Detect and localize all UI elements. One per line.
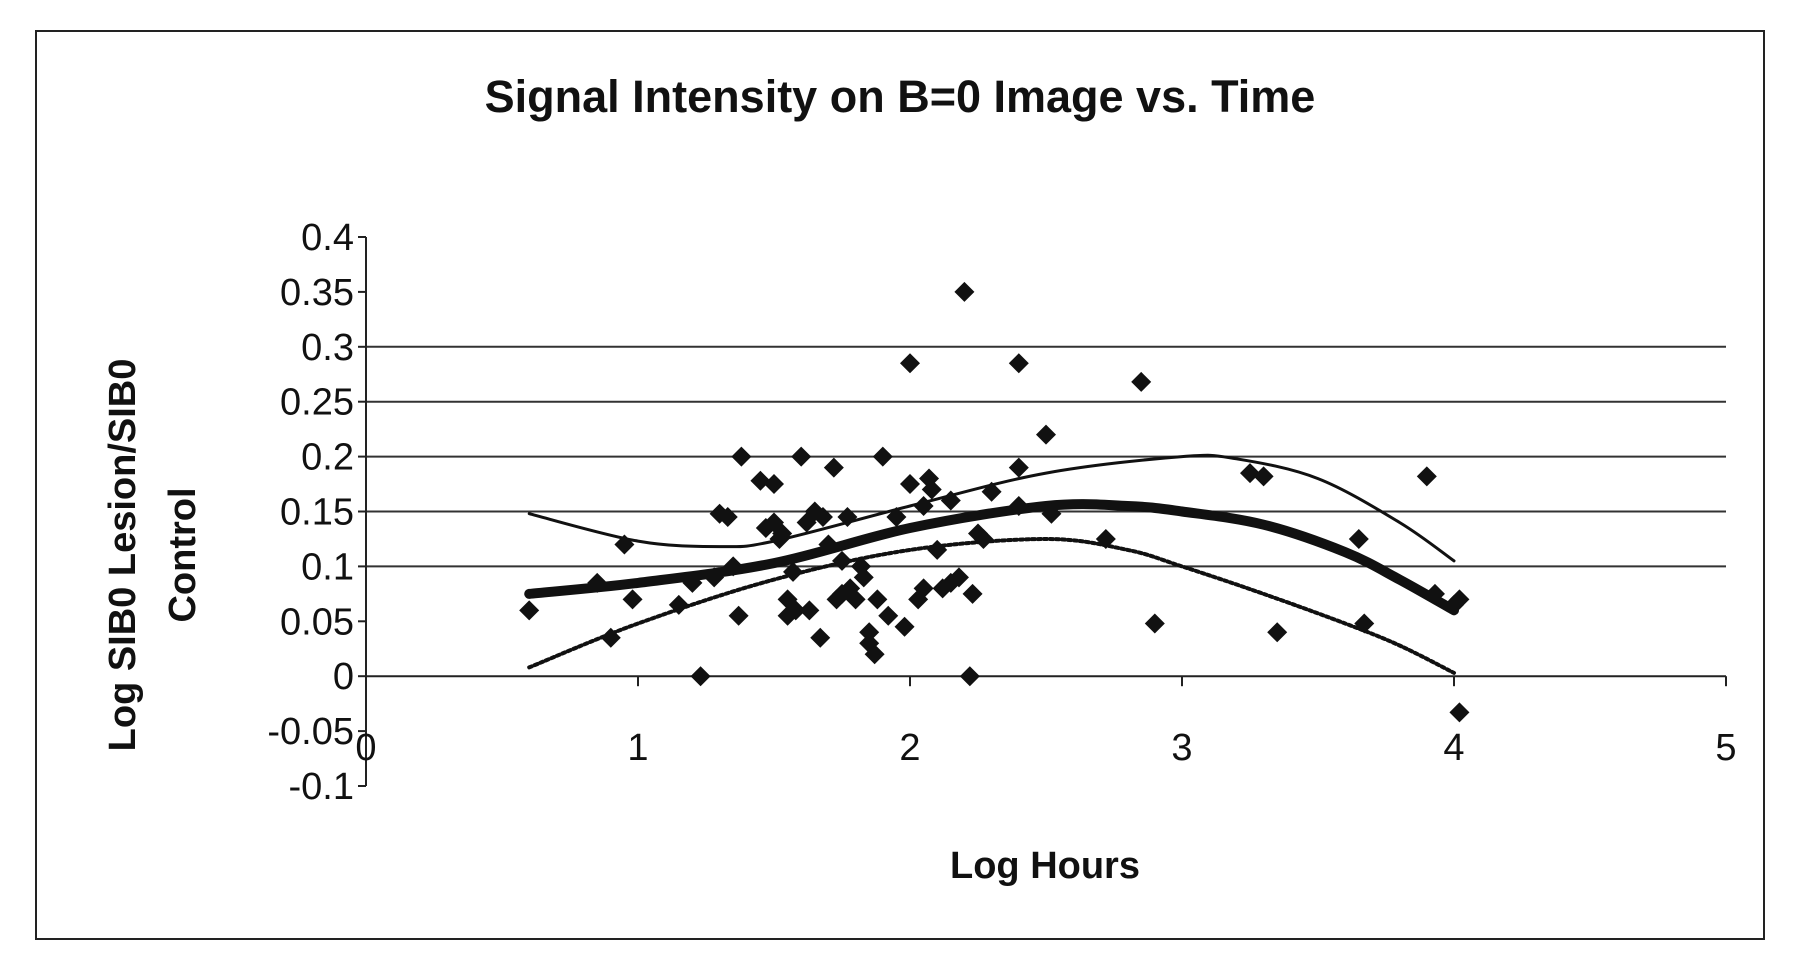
data-point [864, 644, 885, 665]
data-point [587, 572, 608, 593]
data-point [783, 561, 804, 582]
x-axis-ticks: 0 1 2 3 4 5 [355, 676, 1737, 769]
data-point [1354, 613, 1375, 634]
data-point [954, 281, 975, 302]
trend-line-fit [524, 499, 1459, 616]
data-point [1416, 466, 1437, 487]
data-point [600, 627, 621, 648]
gridlines [366, 345, 1726, 568]
y-axis-ticks: 0.4 0.35 0.3 0.25 0.2 0.15 0.1 0.05 0 -0.05 -0.1 [267, 217, 366, 808]
data-point [832, 550, 852, 571]
y-tick-label: 0.35 [280, 272, 354, 314]
data-point [1240, 463, 1260, 484]
data-point [791, 446, 812, 467]
x-tick-label: 1 [627, 727, 648, 769]
data-point [682, 572, 703, 593]
data-point [810, 627, 831, 648]
data-point [622, 589, 643, 610]
data-point [1144, 613, 1165, 634]
data-point [1424, 583, 1445, 604]
data-point [785, 600, 806, 621]
data-point [690, 666, 711, 687]
chart-title: Signal Intensity on B=0 Image vs. Time [485, 71, 1316, 122]
data-point [1449, 589, 1470, 610]
data-point [981, 481, 1002, 502]
trend-lines [524, 453, 1459, 675]
chart-frame [35, 30, 1765, 940]
data-point [1449, 702, 1470, 723]
data-point [900, 474, 920, 495]
x-tick-label: 0 [355, 727, 376, 769]
data-point [1008, 353, 1029, 374]
trend-line-lower [527, 536, 1456, 675]
data-point [1348, 528, 1369, 549]
data-point [872, 446, 893, 467]
x-tick-label: 4 [1443, 727, 1464, 769]
y-tick-label: 0.4 [301, 217, 354, 259]
y-axis-title-group: Log SIB0 Lesion/SIB0 Control [102, 359, 204, 752]
y-tick-label: 0.1 [301, 546, 354, 588]
x-tick-label: 3 [1171, 727, 1192, 769]
x-tick-label: 5 [1715, 727, 1736, 769]
y-tick-label: 0.05 [280, 601, 354, 643]
data-point [704, 567, 725, 588]
data-point [973, 528, 994, 549]
x-tick-label: 2 [899, 727, 920, 769]
data-point [823, 457, 844, 478]
data-point [1267, 622, 1288, 643]
y-tick-label: 0 [333, 656, 354, 698]
data-point [1253, 466, 1274, 487]
data-point [845, 589, 866, 610]
trend-line-upper [527, 453, 1456, 563]
data-point [913, 578, 934, 599]
y-tick-label: 0.3 [301, 327, 354, 369]
y-tick-label: 0.15 [280, 492, 354, 534]
data-point [519, 600, 540, 621]
y-tick-label: 0.25 [280, 382, 354, 424]
data-point [948, 567, 969, 588]
y-tick-label: -0.05 [267, 711, 354, 753]
y-axis-title-line-2: Control [162, 487, 204, 622]
x-axis-title: Log Hours [950, 845, 1140, 887]
data-point [668, 594, 689, 615]
data-point [837, 506, 858, 527]
scatter-points [519, 281, 1470, 723]
data-point [764, 474, 784, 495]
y-tick-label: 0.2 [301, 437, 354, 479]
data-point [614, 534, 635, 555]
data-point [853, 567, 874, 588]
data-point [962, 583, 983, 604]
data-point [927, 539, 948, 560]
data-point [1095, 528, 1116, 549]
data-point [859, 622, 880, 643]
data-point [940, 490, 961, 511]
data-point [812, 506, 833, 527]
data-point [717, 506, 738, 527]
data-point [818, 534, 839, 555]
data-point [900, 353, 920, 374]
data-point [750, 470, 771, 491]
data-point [878, 605, 899, 626]
data-point [921, 479, 942, 500]
data-point [1008, 496, 1029, 517]
y-tick-label: -0.1 [289, 766, 354, 808]
data-point [1008, 457, 1029, 478]
data-point [913, 496, 934, 517]
data-point [772, 523, 793, 544]
data-point [886, 506, 907, 527]
data-point [723, 556, 744, 577]
data-point [1041, 503, 1062, 524]
data-point [799, 600, 820, 621]
data-point [959, 666, 980, 687]
y-axis-title-line-1: Log SIB0 Lesion/SIB0 [102, 359, 144, 752]
data-point [1131, 371, 1152, 392]
data-point [867, 589, 888, 610]
data-point [731, 446, 752, 467]
data-point [894, 616, 915, 637]
data-point [728, 605, 749, 626]
data-point [1036, 424, 1056, 445]
